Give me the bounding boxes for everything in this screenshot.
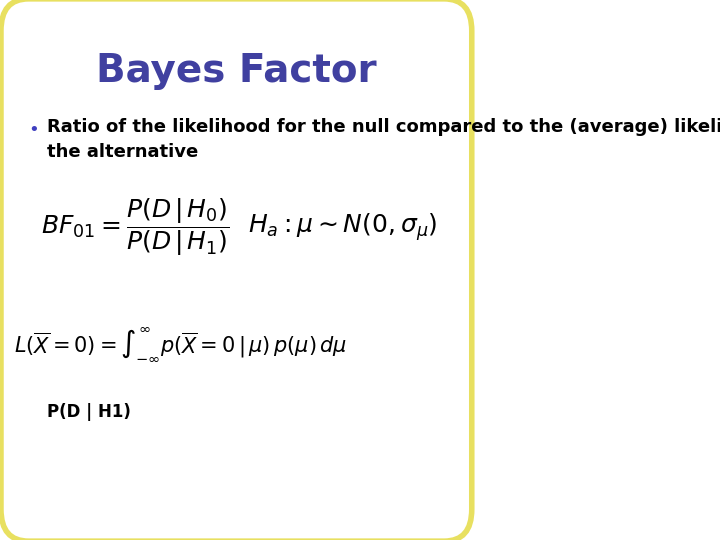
Text: $H_a : \mu \sim N(0, \sigma_\mu)$: $H_a : \mu \sim N(0, \sigma_\mu)$: [248, 212, 437, 244]
Text: •: •: [28, 121, 39, 139]
FancyBboxPatch shape: [1, 0, 472, 540]
Text: $L(\overline{X} = 0) = \int_{-\infty}^{\infty} p(\overline{X} = 0\,|\,\mu)\,p(\m: $L(\overline{X} = 0) = \int_{-\infty}^{\…: [14, 326, 348, 363]
Text: Ratio of the likelihood for the null compared to the (average) likelihood for
th: Ratio of the likelihood for the null com…: [47, 118, 720, 161]
Text: Bayes Factor: Bayes Factor: [96, 52, 377, 90]
Text: P(D | H1): P(D | H1): [47, 403, 131, 421]
Text: $BF_{01} = \dfrac{P(D\,|\,H_0)}{P(D\,|\,H_1)}$: $BF_{01} = \dfrac{P(D\,|\,H_0)}{P(D\,|\,…: [41, 197, 229, 258]
